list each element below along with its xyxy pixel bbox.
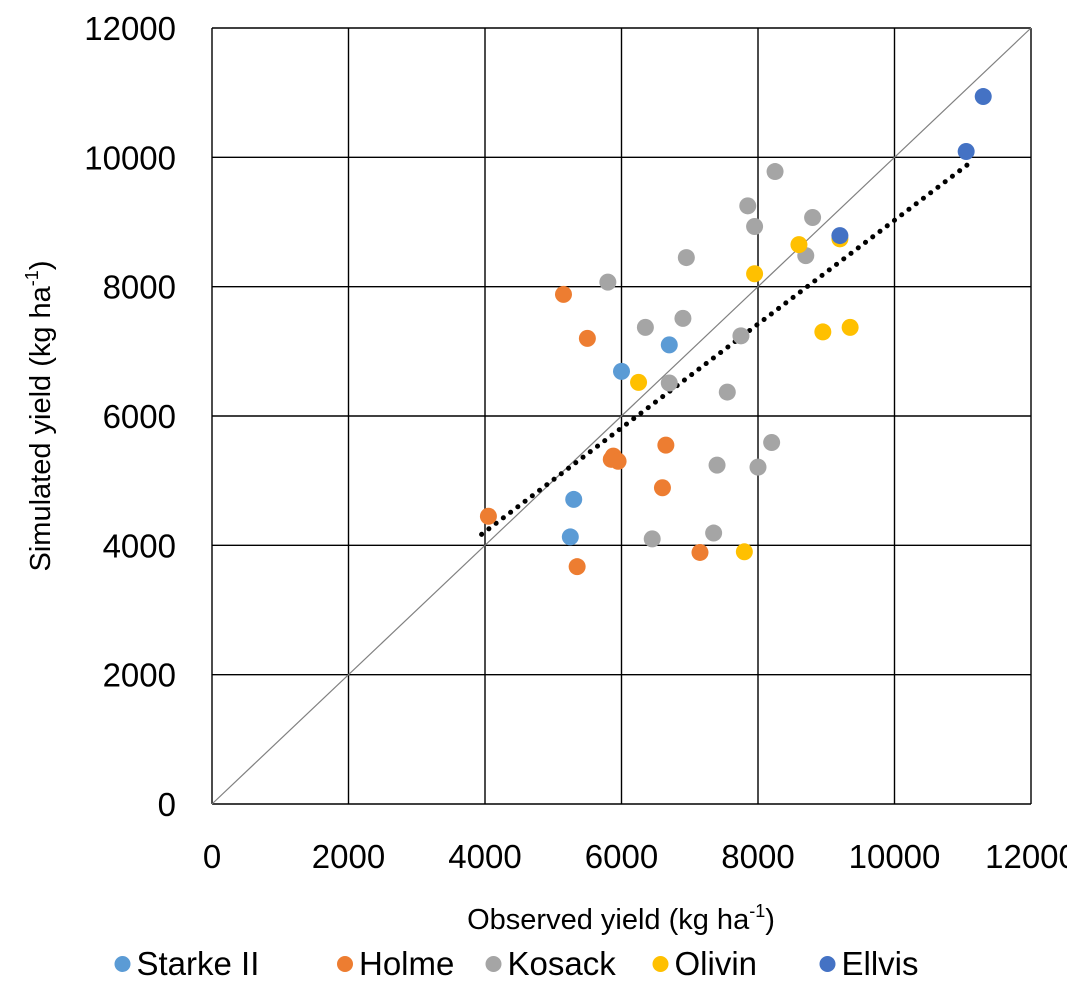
point-starke-ii [565,490,583,508]
x-tick-label: 12000 [985,838,1067,875]
point-holme [568,558,586,576]
point-kosack [749,458,767,476]
point-olivin [746,265,764,283]
point-holme [653,479,671,497]
point-kosack [660,374,678,392]
point-starke-ii [561,528,579,546]
point-kosack [705,524,723,542]
data-points [479,88,992,576]
point-holme [554,285,572,303]
x-tick-label: 6000 [585,838,658,875]
legend-marker-kosack [485,956,502,972]
legend-marker-starke-ii [114,956,131,972]
point-ellvis [831,227,849,245]
point-kosack [674,309,692,327]
point-olivin [735,543,753,561]
x-axis-title: Observed yield (kg ha-1) [467,901,775,936]
point-ellvis [974,88,992,106]
point-kosack [804,208,822,226]
legend-marker-olivin [652,956,669,972]
point-ellvis [957,143,975,161]
tick-labels: 0 2000 4000 6000 8000 10000 12000 0 2000 4000 6000… [84,10,1067,875]
point-starke-ii [660,336,678,354]
legend-label-kosack: Kosack [508,945,617,982]
point-kosack [746,218,764,236]
x-tick-label: 0 [203,838,221,875]
point-holme [578,329,596,347]
x-tick-label: 8000 [721,838,794,875]
point-kosack [643,530,661,548]
y-tick-label: 12000 [84,10,176,47]
y-tick-label: 6000 [103,398,176,435]
point-holme [479,507,497,525]
point-kosack [766,163,784,181]
point-kosack [732,327,750,345]
point-olivin [814,323,832,341]
y-tick-label: 10000 [84,139,176,176]
y-tick-label: 4000 [103,527,176,564]
point-starke-ii [613,362,630,380]
y-tick-label: 2000 [103,657,176,694]
reference-line-layer [211,27,1032,805]
x-tick-label: 10000 [849,838,941,875]
legend: Starke II Holme Kosack Olivin Ellvis [114,945,919,982]
y-tick-label: 0 [158,786,176,823]
y-axis-title: Simulated yield (kg ha-1) [22,260,57,571]
point-kosack [677,249,695,267]
legend-marker-holme [337,956,353,972]
point-holme [657,436,675,454]
point-kosack [636,318,654,336]
point-kosack [763,434,781,452]
x-tick-label: 4000 [448,838,521,875]
point-kosack [599,273,617,291]
point-olivin [841,318,859,336]
point-kosack [718,383,736,401]
legend-label-starke-ii: Starke II [137,945,260,982]
trend-line [479,158,976,537]
point-kosack [708,456,726,474]
point-olivin [790,236,808,254]
y-tick-label: 8000 [103,269,176,306]
x-tick-label: 2000 [312,838,385,875]
legend-label-ellvis: Ellvis [842,945,919,982]
one-to-one-line [211,27,1032,805]
legend-label-holme: Holme [359,945,454,982]
legend-label-olivin: Olivin [675,945,758,982]
point-holme [609,452,627,470]
point-holme [691,543,709,561]
point-kosack [739,197,757,215]
point-olivin [630,373,648,391]
legend-marker-ellvis [819,956,836,972]
trend-line-layer [479,158,976,537]
